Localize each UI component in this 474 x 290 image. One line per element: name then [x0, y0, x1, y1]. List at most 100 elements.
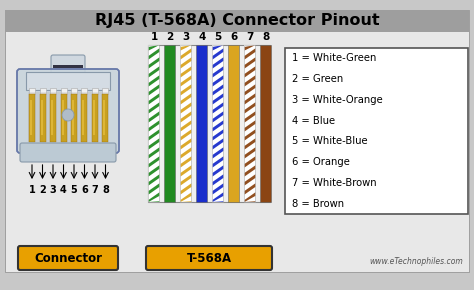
Polygon shape: [181, 102, 191, 114]
Bar: [181, 45, 191, 202]
Bar: [197, 45, 208, 202]
Bar: [212, 45, 224, 202]
Bar: [40, 100, 43, 135]
Polygon shape: [181, 183, 191, 195]
Polygon shape: [181, 45, 191, 50]
Polygon shape: [245, 183, 255, 195]
Bar: [148, 45, 270, 202]
Polygon shape: [181, 66, 191, 77]
Bar: [103, 100, 106, 135]
Text: www.eTechnophiles.com: www.eTechnophiles.com: [369, 258, 463, 267]
Polygon shape: [212, 111, 224, 123]
Text: 8 = Brown: 8 = Brown: [292, 199, 344, 209]
Bar: [228, 45, 239, 202]
Bar: [51, 100, 53, 135]
Polygon shape: [212, 129, 224, 141]
Polygon shape: [148, 84, 159, 95]
Polygon shape: [148, 156, 159, 168]
Text: T-568A: T-568A: [186, 251, 232, 264]
Polygon shape: [212, 192, 224, 202]
Polygon shape: [212, 75, 224, 86]
Polygon shape: [212, 138, 224, 150]
Text: 6 = Orange: 6 = Orange: [292, 157, 350, 167]
Text: 7 = White-Brown: 7 = White-Brown: [292, 178, 377, 188]
Polygon shape: [181, 147, 191, 159]
Text: 4: 4: [60, 185, 67, 195]
Polygon shape: [148, 75, 159, 86]
Bar: [285, 48, 468, 214]
Bar: [82, 88, 88, 94]
Polygon shape: [181, 138, 191, 150]
Polygon shape: [181, 84, 191, 95]
Polygon shape: [148, 165, 159, 177]
Polygon shape: [148, 201, 159, 202]
Bar: [164, 45, 175, 202]
Polygon shape: [212, 156, 224, 168]
Polygon shape: [148, 120, 159, 132]
Polygon shape: [245, 192, 255, 202]
Bar: [29, 88, 35, 94]
Text: 2: 2: [166, 32, 173, 42]
Polygon shape: [245, 201, 255, 202]
Polygon shape: [181, 174, 191, 186]
Polygon shape: [212, 57, 224, 68]
Bar: [30, 100, 32, 135]
Bar: [102, 88, 109, 94]
Polygon shape: [181, 201, 191, 202]
Polygon shape: [245, 129, 255, 141]
Polygon shape: [181, 48, 191, 59]
Polygon shape: [212, 147, 224, 159]
Polygon shape: [245, 138, 255, 150]
Bar: [61, 88, 66, 94]
Bar: [28, 92, 108, 142]
Bar: [148, 45, 159, 202]
Text: 7: 7: [246, 32, 254, 42]
Bar: [53, 65, 83, 68]
Polygon shape: [245, 75, 255, 86]
FancyBboxPatch shape: [146, 246, 272, 270]
Polygon shape: [148, 45, 159, 50]
Polygon shape: [245, 66, 255, 77]
Bar: [102, 94, 109, 142]
Text: 7: 7: [91, 185, 99, 195]
FancyBboxPatch shape: [18, 246, 118, 270]
Bar: [50, 94, 56, 142]
Text: 2 = Green: 2 = Green: [292, 74, 343, 84]
Text: 8: 8: [263, 32, 270, 42]
Bar: [71, 88, 77, 94]
Polygon shape: [245, 48, 255, 59]
Polygon shape: [148, 66, 159, 77]
Polygon shape: [245, 93, 255, 105]
Polygon shape: [181, 129, 191, 141]
Text: 5 = White-Blue: 5 = White-Blue: [292, 136, 368, 146]
FancyBboxPatch shape: [51, 55, 85, 77]
Polygon shape: [212, 84, 224, 95]
Polygon shape: [148, 57, 159, 68]
Bar: [245, 45, 255, 202]
Polygon shape: [212, 174, 224, 186]
Bar: [148, 45, 159, 202]
Polygon shape: [245, 147, 255, 159]
Polygon shape: [245, 84, 255, 95]
Bar: [261, 45, 272, 202]
Text: 3: 3: [50, 185, 56, 195]
Bar: [245, 45, 255, 202]
Polygon shape: [181, 93, 191, 105]
Bar: [39, 88, 46, 94]
Text: 4: 4: [198, 32, 206, 42]
FancyBboxPatch shape: [17, 69, 119, 153]
Polygon shape: [148, 174, 159, 186]
Polygon shape: [245, 57, 255, 68]
Text: 6: 6: [230, 32, 237, 42]
Polygon shape: [148, 102, 159, 114]
Bar: [82, 100, 84, 135]
Text: 6: 6: [81, 185, 88, 195]
Bar: [62, 100, 64, 135]
Bar: [71, 94, 77, 142]
Bar: [5, 10, 469, 32]
Polygon shape: [148, 138, 159, 150]
Text: 1 = White-Green: 1 = White-Green: [292, 53, 376, 64]
Polygon shape: [148, 147, 159, 159]
Polygon shape: [148, 192, 159, 202]
Polygon shape: [212, 120, 224, 132]
